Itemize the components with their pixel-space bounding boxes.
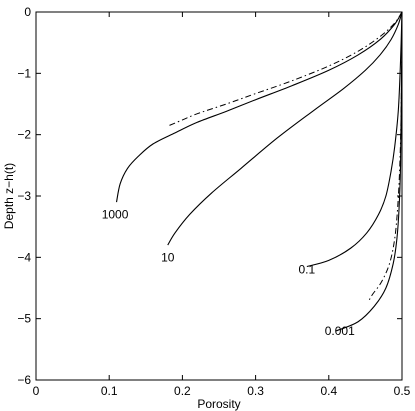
plot-frame [35,11,403,381]
y-tick-label: −1 [17,66,31,80]
x-axis-label: Porosity [197,397,240,411]
x-tick-label: 0.1 [101,384,118,398]
curve-0_001 [335,11,403,332]
curve-label: 1000 [102,207,129,221]
y-tick-label: −5 [17,312,31,326]
y-tick-label: −2 [17,128,31,142]
curve-labels: 1000 10 0.1 0.001 [102,207,355,338]
y-axis-label: Depth z−h(t) [2,163,16,229]
curve-1000 [115,11,403,203]
curve-label: 0.1 [298,263,315,277]
x-tick-label: 0.5 [394,384,411,398]
curve-0_1 [306,11,403,268]
x-tick-label: 0 [33,384,40,398]
curve-label: 10 [161,250,175,264]
y-tick-label: −3 [17,189,31,203]
curves [115,11,403,332]
y-tick-label: −4 [17,250,31,264]
y-tick-label: 0 [24,5,31,19]
curve-label: 0.001 [325,324,355,338]
y-tick-label: −6 [17,373,31,387]
x-tick-label: 0.4 [320,384,337,398]
reference-curve-5 [368,11,403,301]
tick-labels: 0 0.1 0.2 0.3 0.4 0.5 0 −1 −2 −3 −4 −5 −6 [17,5,410,398]
curve-10 [167,11,403,246]
x-tick-label: 0.3 [247,384,264,398]
reference-curve-4 [167,11,403,127]
x-tick-label: 0.2 [174,384,191,398]
